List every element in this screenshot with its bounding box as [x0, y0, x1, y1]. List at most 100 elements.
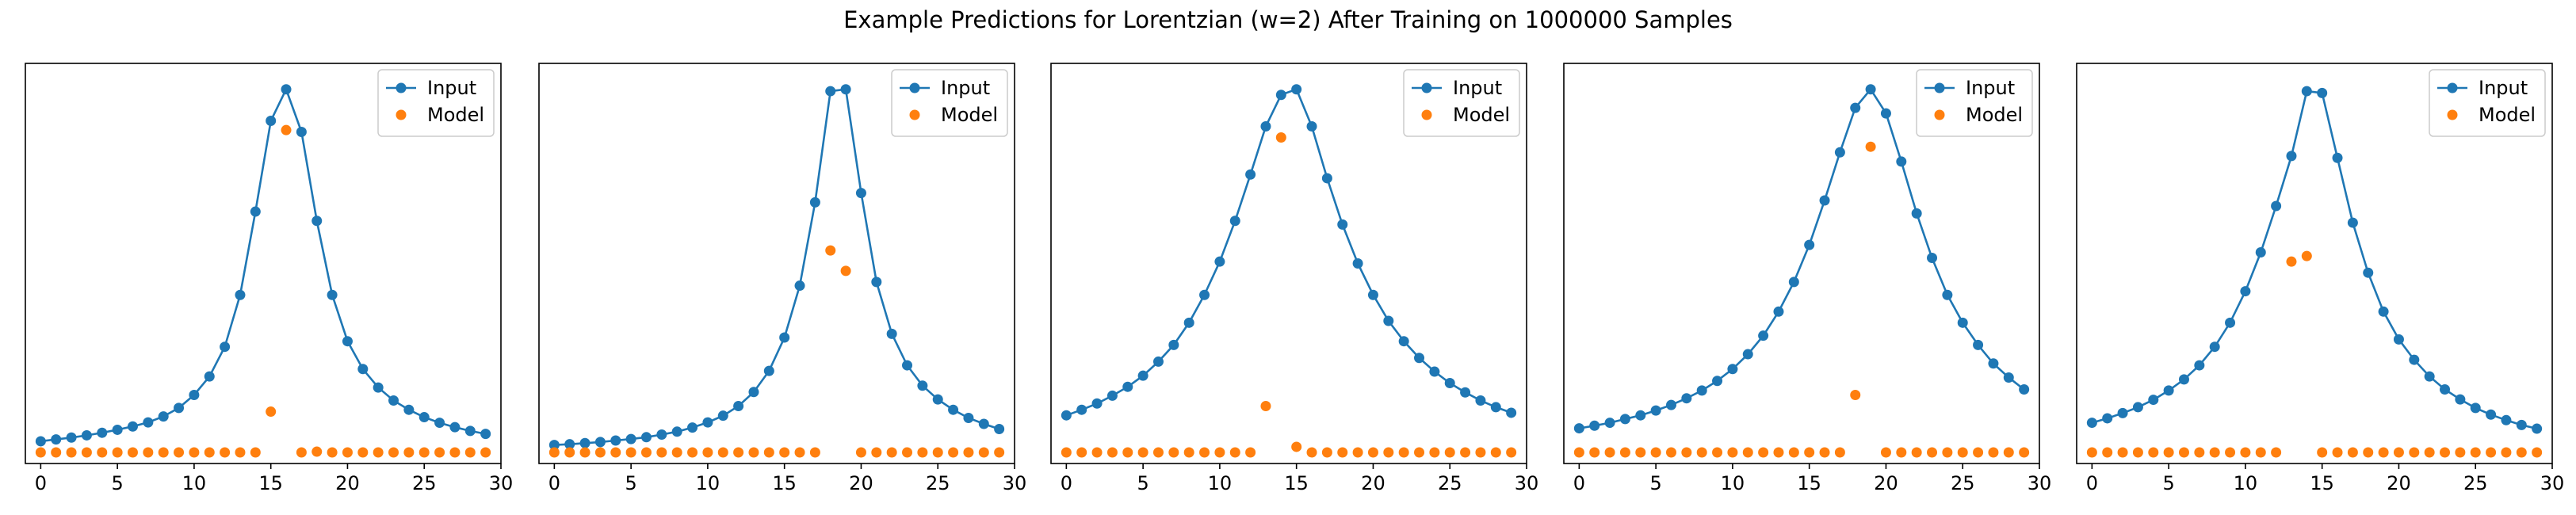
- data-point-model: [51, 447, 62, 458]
- data-point-input: [388, 395, 399, 406]
- data-point-input: [2455, 394, 2466, 405]
- legend-box: [2429, 69, 2546, 137]
- x-tick-label: 25: [1438, 472, 1462, 494]
- data-point-model: [948, 447, 959, 458]
- data-point-model: [158, 447, 169, 458]
- data-point-model: [871, 447, 882, 458]
- legend-label-model: Model: [941, 104, 998, 126]
- data-point-model: [748, 447, 759, 458]
- data-point-input: [2363, 267, 2374, 278]
- data-point-input: [1635, 410, 1646, 421]
- x-tick-label: 20: [849, 472, 873, 494]
- data-point-model: [1106, 447, 1118, 458]
- x-axis-ticks: 0 5 10 15 20 25 30: [1061, 464, 1538, 494]
- data-point-model: [2470, 447, 2481, 458]
- x-tick-label: 5: [1137, 472, 1148, 494]
- data-point-model: [963, 447, 974, 458]
- data-point-input: [1942, 289, 1953, 300]
- data-point-model: [1665, 447, 1676, 458]
- data-point-model: [2440, 447, 2451, 458]
- data-point-input: [1383, 315, 1394, 326]
- data-point-model: [1414, 447, 1425, 458]
- data-point-model: [342, 447, 353, 458]
- data-point-model: [855, 447, 866, 458]
- figure-title: Example Predictions for Lorentzian (w=2)…: [843, 6, 1733, 33]
- data-point-model: [1306, 447, 1317, 458]
- x-tick-label: 30: [489, 472, 514, 494]
- data-point-input: [902, 360, 913, 371]
- data-point-input: [2178, 374, 2189, 385]
- data-point-model: [779, 447, 790, 458]
- data-point-model: [2516, 447, 2527, 458]
- x-tick-label: 15: [772, 472, 797, 494]
- data-point-model: [2378, 447, 2389, 458]
- x-tick-label: 10: [1208, 472, 1233, 494]
- data-point-model: [671, 447, 682, 458]
- data-point-input: [2440, 383, 2451, 395]
- data-point-model: [1490, 447, 1501, 458]
- data-point-model: [886, 447, 897, 458]
- data-point-model: [2086, 447, 2097, 458]
- data-point-model: [763, 447, 774, 458]
- data-point-input: [66, 432, 77, 443]
- data-point-input: [342, 336, 353, 347]
- data-point-input: [1475, 395, 1486, 406]
- data-point-input: [1152, 356, 1164, 367]
- data-point-input: [871, 277, 882, 288]
- data-point-model: [1589, 447, 1600, 458]
- data-point-model: [2240, 447, 2251, 458]
- data-point-model: [2424, 447, 2435, 458]
- data-point-model: [1942, 447, 1953, 458]
- data-point-model: [2271, 447, 2282, 458]
- data-point-input: [1665, 399, 1676, 410]
- data-point-input: [948, 404, 959, 415]
- x-tick-label: 10: [696, 472, 720, 494]
- legend-marker-model: [909, 109, 920, 120]
- data-point-input: [1122, 381, 1133, 392]
- data-point-model: [311, 446, 323, 457]
- data-point-model: [2132, 447, 2143, 458]
- data-point-model: [81, 447, 92, 458]
- data-point-input: [266, 115, 277, 126]
- data-point-input: [35, 436, 46, 447]
- data-point-input: [794, 280, 805, 292]
- data-point-model: [281, 124, 292, 135]
- series-model: [548, 245, 1005, 458]
- data-point-model: [434, 447, 445, 458]
- data-point-model: [220, 447, 231, 458]
- x-tick-label: 30: [2028, 472, 2052, 494]
- data-point-input: [403, 404, 415, 415]
- legend-box: [1403, 69, 1520, 137]
- data-point-model: [2286, 256, 2297, 267]
- x-tick-label: 0: [2086, 472, 2098, 494]
- data-point-model: [127, 447, 138, 458]
- data-point-input: [1727, 364, 1738, 375]
- data-point-input: [1758, 330, 1769, 341]
- x-tick-label: 5: [111, 472, 123, 494]
- data-point-model: [1229, 447, 1240, 458]
- data-point-input: [671, 426, 682, 437]
- data-point-model: [917, 447, 928, 458]
- data-point-model: [1927, 447, 1938, 458]
- data-point-model: [1973, 447, 1984, 458]
- data-point-input: [296, 127, 307, 138]
- legend-marker-input: [1934, 82, 1945, 93]
- data-point-input: [2255, 246, 2266, 258]
- data-point-input: [564, 439, 575, 450]
- data-point-model: [112, 447, 123, 458]
- data-point-model: [1727, 447, 1738, 458]
- data-point-model: [189, 447, 200, 458]
- data-point-input: [840, 84, 851, 95]
- data-point-input: [97, 427, 108, 438]
- data-point-model: [1199, 447, 1210, 458]
- data-point-model: [357, 447, 369, 458]
- data-point-model: [1957, 447, 1968, 458]
- x-tick-label: 25: [2463, 472, 2488, 494]
- data-point-model: [1291, 441, 1302, 452]
- x-tick-label: 30: [2540, 472, 2565, 494]
- data-point-input: [2301, 86, 2312, 97]
- data-point-model: [1367, 447, 1378, 458]
- x-tick-label: 10: [2234, 472, 2258, 494]
- data-point-input: [687, 422, 698, 433]
- data-point-input: [2194, 360, 2205, 371]
